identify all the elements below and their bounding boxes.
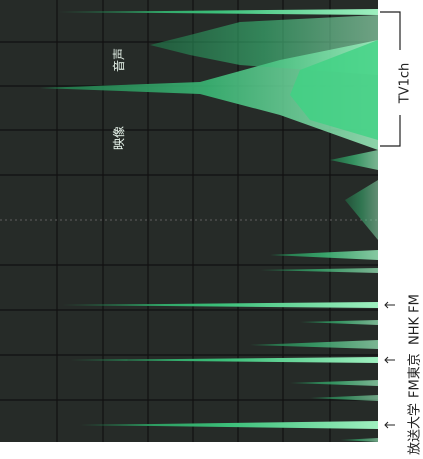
video-label: 映像	[112, 126, 126, 150]
spectrum-photo: 映像 音声 TV1ch 放送大学 FM東京 NHK FM	[0, 0, 423, 459]
station-label: 放送大学	[407, 403, 423, 455]
tv-channel-label: TV1ch	[398, 63, 413, 105]
station-arrows	[385, 302, 395, 428]
station-label: FM東京	[407, 353, 423, 398]
page: {"screen_labels": {"video": "映像", "audio…	[0, 0, 423, 459]
station-label: NHK FM	[408, 294, 423, 345]
audio-label: 音声	[111, 48, 126, 72]
